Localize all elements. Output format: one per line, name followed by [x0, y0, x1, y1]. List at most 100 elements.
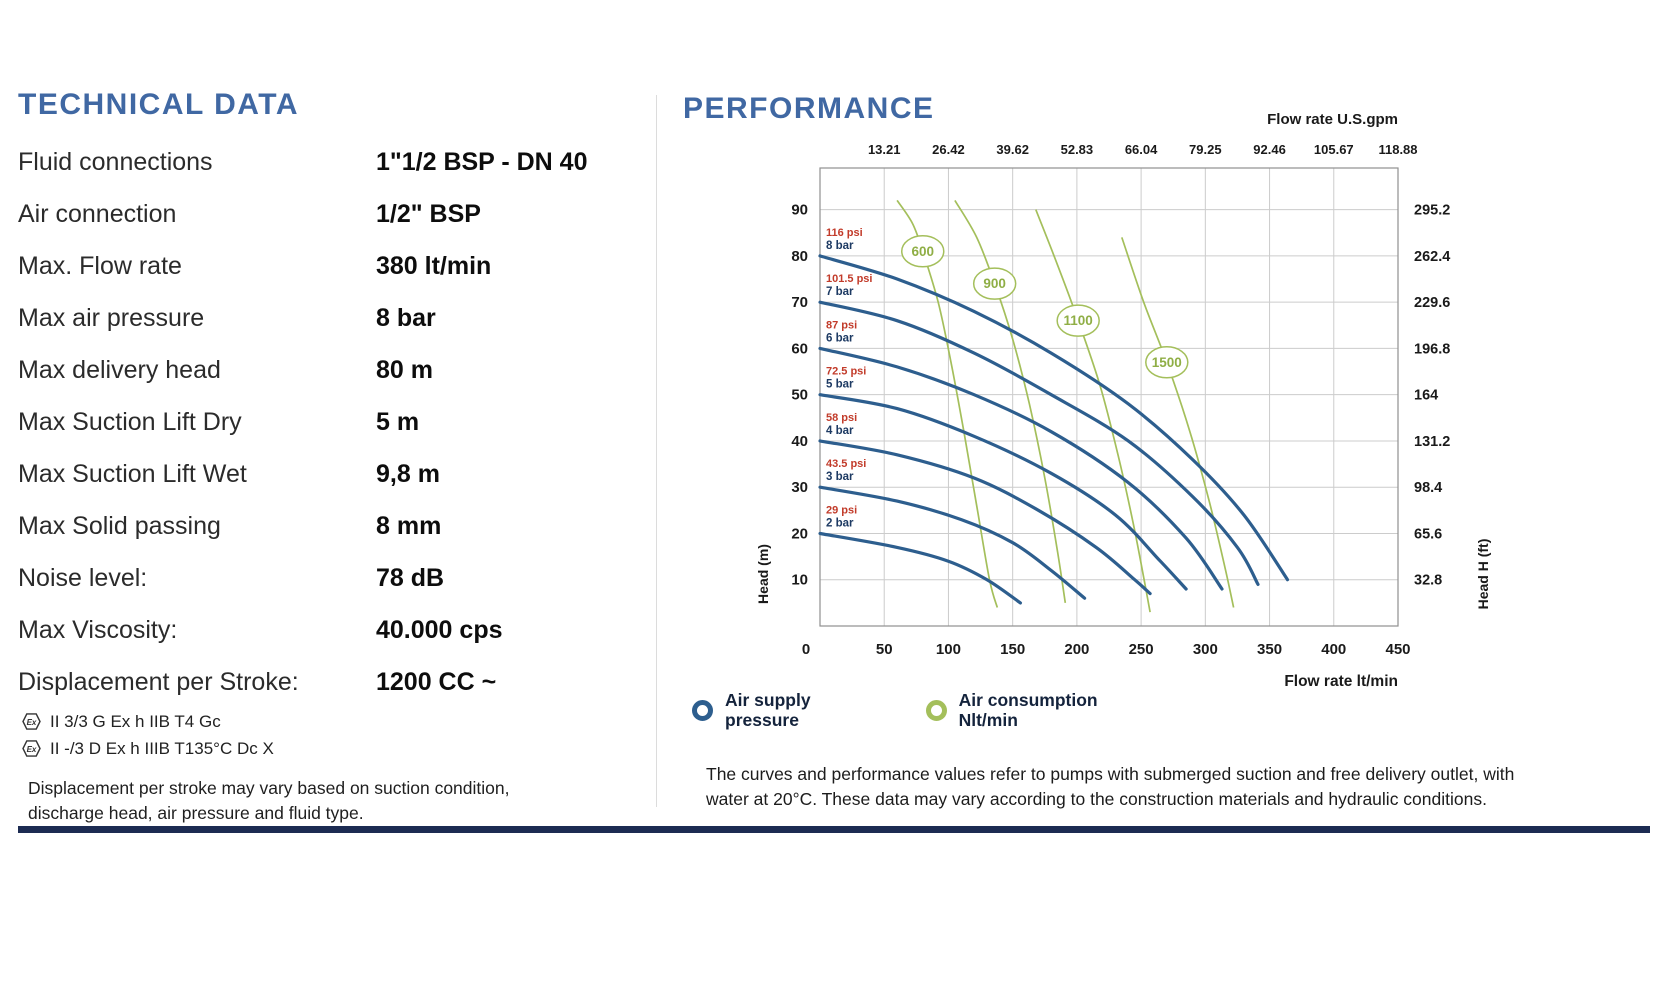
row-label: Max Solid passing [18, 511, 221, 540]
svg-text:131.2: 131.2 [1414, 434, 1450, 450]
row-label: Max. Flow rate [18, 251, 182, 280]
air-supply-pressure-icon [692, 699, 713, 721]
chart-grid [819, 167, 1399, 627]
table-row: Noise level: 78 dB [18, 552, 653, 604]
air-consumption-curves [896, 199, 1235, 613]
performance-chart: Flow rate U.S.gpm 13.21 26.42 39.62 52.83 66.… [755, 111, 1491, 690]
pressure-curve-8bar [818, 254, 1290, 582]
svg-text:92.46: 92.46 [1253, 142, 1286, 157]
svg-text:90: 90 [791, 202, 808, 219]
svg-text:98.4: 98.4 [1414, 480, 1442, 496]
svg-text:29 psi: 29 psi [826, 504, 857, 516]
table-row: Max Solid passing 8 mm [18, 500, 653, 552]
svg-text:250: 250 [1129, 641, 1154, 658]
row-value: 1"1/2 BSP - DN 40 [376, 147, 588, 176]
air-consumption-icon [925, 699, 947, 721]
row-label: Noise level: [18, 563, 148, 592]
atex-marking-text: II -/3 D Ex h IIIB T135°C Dc X [50, 738, 274, 758]
svg-text:60: 60 [791, 340, 808, 357]
atex-marking-line: Ex II -/3 D Ex h IIIB T135°C Dc X [22, 735, 653, 762]
svg-text:5 bar: 5 bar [826, 379, 854, 391]
footer-divider-bar [18, 826, 1650, 833]
atex-ex-icon: Ex [22, 713, 41, 730]
svg-text:101.5 psi: 101.5 psi [826, 273, 872, 285]
top-axis-gpm: Flow rate U.S.gpm 13.21 26.42 39.62 52.83 66.… [868, 111, 1418, 157]
table-row: Max air pressure 8 bar [18, 292, 653, 344]
row-value: 8 mm [376, 511, 442, 540]
legend-item-air-supply-pressure: Air supply pressure [692, 690, 811, 730]
svg-text:300: 300 [1193, 641, 1218, 658]
right-axis-head-ft: 295.2 262.4 229.6 196.8 164 131.2 98.4 65.6 32.8… [1414, 203, 1491, 610]
row-value: 78 dB [376, 563, 445, 592]
table-row: Fluid connections 1"1/2 BSP - DN 40 [18, 136, 653, 188]
technical-data-title: TECHNICAL DATA [18, 88, 299, 121]
technical-data-panel: TECHNICAL DATA Fluid connections 1"1/2 B… [18, 88, 653, 826]
svg-text:72.5 psi: 72.5 psi [826, 366, 866, 378]
svg-text:229.6: 229.6 [1414, 295, 1450, 311]
svg-text:450: 450 [1385, 641, 1410, 658]
svg-text:262.4: 262.4 [1414, 249, 1450, 265]
svg-text:1100: 1100 [1064, 313, 1093, 328]
pressure-curve-7bar [818, 300, 1260, 586]
air-consumption-curve-600 [896, 199, 999, 608]
row-label: Fluid connections [18, 147, 213, 176]
svg-text:0: 0 [802, 641, 810, 658]
svg-text:Head H (ft): Head H (ft) [1475, 539, 1491, 610]
svg-text:66.04: 66.04 [1125, 142, 1158, 157]
row-value: 1200 CC ~ [376, 667, 497, 696]
row-value: 1/2" BSP [376, 199, 481, 228]
row-label: Max air pressure [18, 303, 205, 332]
svg-text:43.5 psi: 43.5 psi [826, 458, 866, 470]
bottom-axis-ltmin: 0 50 100 150 200 250 300 350 400 450 Flow rate lt/… [802, 641, 1411, 690]
svg-text:70: 70 [791, 294, 808, 311]
row-value: 40.000 cps [376, 615, 503, 644]
svg-text:7 bar: 7 bar [826, 286, 854, 298]
performance-chart-container: Flow rate U.S.gpm 13.21 26.42 39.62 52.83 66.… [670, 106, 1532, 690]
svg-text:400: 400 [1321, 641, 1346, 658]
pressure-curve-3bar [818, 485, 1087, 600]
row-value: 9,8 m [376, 459, 440, 488]
svg-text:20: 20 [791, 525, 808, 542]
table-row: Air connection 1/2" BSP [18, 188, 653, 240]
row-value: 380 lt/min [376, 251, 492, 280]
svg-text:39.62: 39.62 [996, 142, 1029, 157]
svg-text:4 bar: 4 bar [826, 425, 854, 437]
table-row: Displacement per Stroke: 1200 CC ~ [18, 656, 653, 708]
svg-text:1500: 1500 [1152, 355, 1182, 370]
svg-text:164: 164 [1414, 388, 1438, 404]
svg-text:196.8: 196.8 [1414, 341, 1450, 357]
pressure-curve-5bar [818, 393, 1188, 591]
atex-ex-icon: Ex [22, 740, 41, 757]
svg-text:100: 100 [936, 641, 961, 658]
legend-item-air-consumption: Air consumption Nlt/min [925, 690, 1098, 730]
table-row: Max. Flow rate 380 lt/min [18, 240, 653, 292]
technical-data-table: Fluid connections 1"1/2 BSP - DN 40 Air … [18, 136, 653, 708]
svg-text:600: 600 [911, 244, 934, 259]
svg-text:50: 50 [791, 387, 808, 404]
technical-footnote: Displacement per stroke may vary based o… [28, 778, 510, 823]
row-label: Air connection [18, 199, 177, 228]
svg-text:Flow rate lt/min: Flow rate lt/min [1284, 673, 1398, 690]
pressure-curve-6bar [818, 346, 1224, 591]
svg-text:80: 80 [791, 248, 808, 265]
legend-label: Air supply pressure [725, 690, 811, 730]
atex-marking-text: II 3/3 G Ex h IIB T4 Gc [50, 711, 221, 731]
svg-text:295.2: 295.2 [1414, 203, 1450, 219]
svg-text:2 bar: 2 bar [826, 517, 854, 529]
legend-label: Air consumption Nlt/min [958, 690, 1098, 730]
table-row: Max Viscosity: 40.000 cps [18, 604, 653, 656]
svg-text:900: 900 [983, 276, 1006, 291]
svg-text:65.6: 65.6 [1414, 526, 1442, 542]
svg-text:10: 10 [791, 572, 808, 589]
air-supply-pressure-curves [818, 254, 1290, 605]
table-row: Max delivery head 80 m [18, 344, 653, 396]
svg-text:105.67: 105.67 [1314, 142, 1354, 157]
row-label: Max Suction Lift Wet [18, 459, 247, 488]
svg-text:58 psi: 58 psi [826, 412, 857, 424]
svg-text:200: 200 [1064, 641, 1089, 658]
svg-text:26.42: 26.42 [932, 142, 965, 157]
svg-text:Flow rate U.S.gpm: Flow rate U.S.gpm [1267, 111, 1398, 128]
panel-divider [656, 95, 657, 807]
air-consumption-curve-1100 [1035, 209, 1151, 613]
